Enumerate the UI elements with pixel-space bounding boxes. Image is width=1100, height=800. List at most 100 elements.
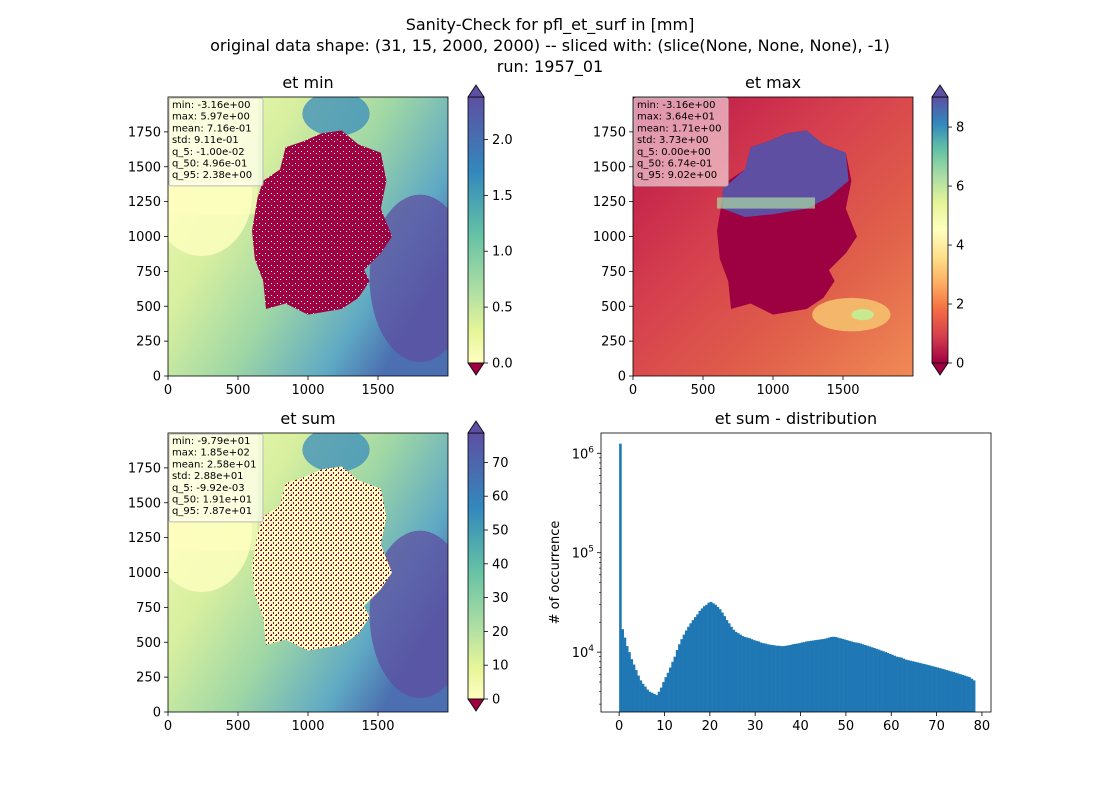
histogram-bar bbox=[814, 640, 817, 712]
y-tick-label: 1000 bbox=[128, 566, 161, 581]
histogram-bar bbox=[639, 680, 643, 712]
histogram-bar bbox=[709, 601, 713, 712]
histogram-bar bbox=[802, 642, 806, 712]
histogram-bar bbox=[952, 672, 956, 712]
histogram-bar bbox=[718, 609, 722, 712]
colorbar-tick-label: 4 bbox=[956, 239, 964, 254]
colorbar-tick-label: 1.0 bbox=[492, 245, 513, 260]
histogram-bars bbox=[619, 443, 976, 712]
histogram-bar bbox=[705, 604, 708, 712]
histogram-bar bbox=[873, 648, 876, 712]
y-tick-label: 500 bbox=[136, 636, 161, 651]
histogram-bar bbox=[884, 652, 887, 712]
histogram-bar bbox=[759, 642, 763, 712]
histogram-bar bbox=[820, 639, 824, 712]
stats-line: std: 9.11e-01 bbox=[172, 135, 239, 146]
histogram-bar bbox=[836, 637, 840, 712]
histogram-bar bbox=[959, 674, 962, 712]
histogram-bar bbox=[870, 647, 874, 712]
histogram-bar bbox=[945, 670, 949, 712]
histogram-bar bbox=[793, 643, 797, 712]
histogram-bar bbox=[734, 631, 738, 712]
histogram-bar bbox=[970, 678, 974, 712]
histogram-bar bbox=[904, 659, 908, 712]
histogram-bar bbox=[816, 639, 819, 712]
histogram-bar bbox=[623, 637, 627, 712]
panel-title: et sum - distribution bbox=[715, 409, 877, 428]
histogram-bar bbox=[764, 643, 767, 712]
histogram-bar bbox=[900, 657, 903, 712]
histogram-bar bbox=[861, 644, 865, 712]
histogram-bar bbox=[791, 644, 795, 712]
x-tick-label: 0 bbox=[164, 383, 172, 398]
stats-line: min: -3.16e+00 bbox=[172, 100, 251, 111]
y-tick-label: 1750 bbox=[128, 461, 161, 476]
colorbar bbox=[467, 96, 485, 364]
colorbar-extend-max bbox=[467, 420, 485, 434]
histogram-bar bbox=[875, 648, 878, 712]
histogram-bar bbox=[730, 626, 733, 712]
x-tick-label: 1500 bbox=[826, 383, 859, 398]
stats-line: mean: 2.58e+01 bbox=[172, 459, 256, 470]
x-tick-label: 30 bbox=[747, 719, 764, 734]
histogram-bar bbox=[961, 674, 965, 712]
histogram-bar bbox=[922, 663, 926, 712]
histogram-bar bbox=[825, 638, 829, 712]
x-tick-label: 1000 bbox=[291, 719, 324, 734]
histogram-bar bbox=[913, 661, 917, 712]
histogram-bar bbox=[950, 671, 953, 712]
panel-title: et max bbox=[745, 73, 801, 92]
histogram-bar bbox=[621, 629, 624, 712]
histogram-bar bbox=[805, 641, 808, 712]
histogram-bar bbox=[750, 639, 754, 712]
histogram-bar bbox=[680, 639, 683, 712]
stats-line: mean: 7.16e-01 bbox=[172, 123, 252, 134]
y-tick-label: 1500 bbox=[128, 496, 161, 511]
histogram-bar bbox=[809, 640, 813, 712]
histogram-bar bbox=[773, 645, 776, 712]
histogram-bar bbox=[678, 644, 681, 712]
stats-box bbox=[633, 97, 729, 187]
histogram-bar bbox=[693, 617, 697, 712]
histogram-bar bbox=[716, 606, 720, 712]
histogram-bar bbox=[703, 606, 706, 712]
colorbar-tick-label: 40 bbox=[492, 557, 509, 572]
x-tick-label: 60 bbox=[883, 719, 900, 734]
histogram-bar bbox=[954, 672, 958, 712]
x-tick-label: 500 bbox=[226, 719, 251, 734]
histogram-bar bbox=[650, 692, 654, 712]
histogram-bar bbox=[932, 666, 935, 712]
stats-box bbox=[168, 97, 264, 187]
histogram-bar bbox=[752, 640, 756, 712]
histogram-bar bbox=[845, 640, 849, 712]
x-tick-label: 500 bbox=[691, 383, 716, 398]
x-tick-label: 10 bbox=[656, 719, 673, 734]
histogram-bar bbox=[893, 655, 897, 712]
histogram-bar bbox=[784, 645, 788, 712]
colorbar-extend-min bbox=[467, 362, 485, 376]
histogram-bar bbox=[879, 650, 883, 712]
histogram-bar bbox=[766, 644, 770, 712]
x-tick-label: 1000 bbox=[756, 383, 789, 398]
histogram-bar bbox=[927, 665, 931, 712]
y-tick-label: 105 bbox=[572, 545, 594, 562]
histogram-bar bbox=[782, 646, 785, 712]
histogram-bar bbox=[857, 642, 860, 712]
histogram-bar bbox=[768, 644, 772, 712]
germany-region bbox=[252, 466, 392, 651]
histogram-bar bbox=[966, 676, 969, 712]
histogram-bar bbox=[637, 675, 640, 712]
histogram-bar bbox=[630, 659, 634, 712]
histogram-bar bbox=[721, 612, 724, 712]
histogram-bar bbox=[707, 602, 711, 712]
histogram-bar bbox=[687, 626, 690, 712]
histogram-bar bbox=[657, 691, 661, 712]
x-tick-label: 1500 bbox=[361, 383, 394, 398]
histogram-bar bbox=[619, 443, 622, 712]
stats-line: q_50: 6.74e-01 bbox=[637, 159, 712, 170]
histogram-bar bbox=[866, 645, 869, 712]
stats-line: q_5: -9.92e-03 bbox=[172, 483, 245, 494]
histogram-bar bbox=[689, 623, 692, 712]
histogram-bar bbox=[698, 610, 702, 712]
x-tick-label: 40 bbox=[792, 719, 809, 734]
